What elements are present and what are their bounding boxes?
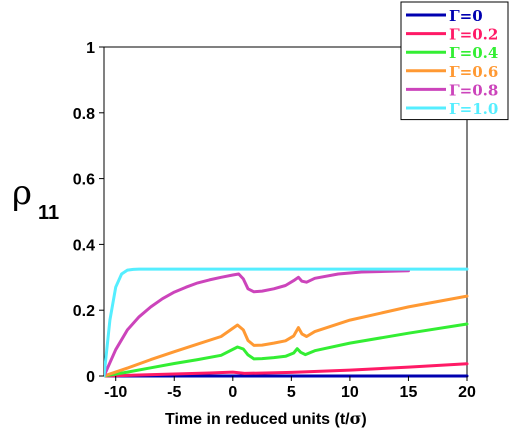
x-axis-label-close: ) <box>361 411 366 428</box>
legend: Γ=0Γ=0.2Γ=0.4Γ=0.6Γ=0.8Γ=1.0 <box>400 1 509 121</box>
series-line-3 <box>104 294 469 378</box>
x-tick-label: 5 <box>287 384 296 401</box>
axis-layer: -10 -5 0 5 10 15 20 0 0.2 0.4 0.6 0.8 1 <box>73 40 476 401</box>
legend-box <box>400 1 509 121</box>
y-tick-label: 0.2 <box>73 303 95 320</box>
legend-label: Γ=0.6 <box>449 63 498 81</box>
x-tick-label: 0 <box>228 384 237 401</box>
legend-label: Γ=0.2 <box>449 26 498 44</box>
x-axis-label-main: Time in reduced units (t/ <box>165 411 350 428</box>
legend-label: Γ=1.0 <box>449 100 498 118</box>
y-axis-label-subscript: 11 <box>38 202 59 224</box>
series-line-4 <box>104 269 410 378</box>
x-tick-label: -5 <box>167 384 181 401</box>
series-layer <box>104 267 469 378</box>
series-line-2 <box>104 322 469 378</box>
x-tick-label: 20 <box>458 384 476 401</box>
y-tick-label: 0.6 <box>73 172 95 189</box>
y-tick-label: 0.8 <box>73 106 95 123</box>
legend-label: Γ=0.4 <box>449 44 498 62</box>
series-line-1 <box>104 362 469 378</box>
x-tick-label: -10 <box>104 384 127 401</box>
x-tick-label: 10 <box>341 384 359 401</box>
x-axis-label-sigma: σ <box>350 409 362 428</box>
legend-label: Γ=0 <box>449 7 483 25</box>
y-axis-label-symbol: ρ <box>12 173 32 213</box>
x-tick-label: 15 <box>400 384 418 401</box>
y-tick-label: 0 <box>86 369 95 386</box>
series-line-5 <box>104 267 469 378</box>
y-axis-label: ρ 11 <box>12 173 59 224</box>
y-tick-label: 1 <box>86 40 95 57</box>
legend-label: Γ=0.8 <box>449 81 498 99</box>
y-tick-label: 0.4 <box>73 237 95 254</box>
x-axis-label: Time in reduced units (t/σ) <box>165 409 367 428</box>
